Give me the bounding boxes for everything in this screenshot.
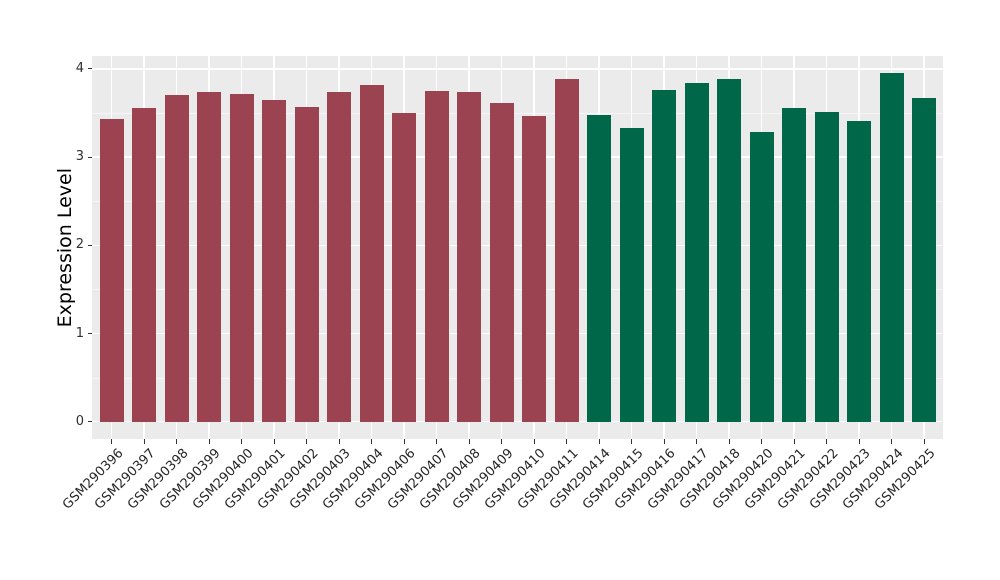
x-tick-mark — [143, 439, 145, 444]
bar — [554, 79, 579, 422]
x-tick-mark — [501, 439, 502, 444]
y-tick-label: 4 — [75, 60, 84, 76]
x-tick-mark — [371, 439, 372, 444]
x-tick-mark — [241, 439, 242, 444]
bar — [359, 84, 384, 422]
bar — [294, 106, 319, 422]
bar — [814, 112, 839, 422]
bar — [912, 98, 936, 422]
gridline-major — [92, 420, 943, 423]
gridline-major — [92, 244, 943, 247]
bar — [132, 107, 156, 422]
gridline-major — [92, 68, 943, 70]
y-tick-label: 3 — [75, 149, 84, 165]
x-tick-mark — [696, 439, 697, 444]
bar — [392, 113, 416, 422]
bar — [262, 99, 286, 422]
y-tick-label: 0 — [75, 413, 84, 429]
bar — [197, 91, 221, 422]
x-tick-mark — [306, 439, 307, 444]
bar — [619, 127, 644, 422]
x-tick-mark — [338, 439, 340, 444]
bar — [164, 95, 189, 422]
y-tick-label: 1 — [75, 325, 84, 341]
x-tick-mark — [793, 439, 795, 444]
y-tick-mark — [87, 68, 92, 70]
bar — [782, 107, 806, 422]
bar — [457, 91, 481, 422]
bar — [652, 90, 676, 422]
bar — [327, 91, 351, 422]
y-tick-mark — [87, 333, 92, 334]
chart-panel — [92, 56, 943, 439]
x-tick-mark — [891, 439, 892, 444]
y-tick-mark — [87, 421, 92, 423]
bar — [229, 94, 254, 422]
x-tick-mark — [663, 439, 665, 444]
bar — [424, 90, 449, 422]
bar — [847, 120, 871, 422]
x-tick-mark — [761, 439, 762, 444]
gridline-minor — [92, 377, 943, 379]
x-tick-mark — [208, 439, 210, 444]
gridline-major — [92, 156, 943, 158]
x-tick-mark — [566, 439, 567, 444]
x-tick-mark — [273, 439, 275, 444]
bar — [99, 119, 124, 422]
x-tick-mark — [826, 439, 827, 444]
y-tick-mark — [87, 244, 92, 246]
bar — [489, 103, 514, 422]
x-tick-mark — [533, 439, 535, 444]
x-tick-mark — [436, 439, 437, 444]
x-tick-mark — [598, 439, 600, 444]
x-tick-mark — [923, 439, 925, 444]
x-tick-mark — [728, 439, 730, 444]
bar — [717, 78, 741, 422]
bar — [587, 114, 611, 422]
x-tick-mark — [176, 439, 177, 444]
x-tick-mark — [631, 439, 632, 444]
gridline-minor — [92, 289, 943, 291]
bar — [879, 73, 904, 422]
y-tick-mark — [87, 156, 92, 158]
x-tick-mark — [403, 439, 405, 444]
x-tick-mark — [858, 439, 860, 444]
gridline-minor — [92, 201, 943, 203]
gridline-major — [92, 332, 943, 335]
bar — [522, 115, 546, 422]
gridline-minor — [92, 113, 943, 114]
y-tick-label: 2 — [75, 237, 84, 253]
x-tick-mark — [111, 439, 112, 444]
x-tick-mark — [468, 439, 470, 444]
bar — [684, 83, 709, 422]
bar — [749, 132, 774, 422]
